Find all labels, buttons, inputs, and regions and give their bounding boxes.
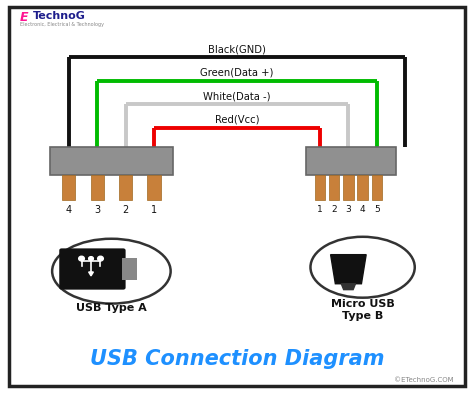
Text: 3: 3 bbox=[346, 205, 351, 214]
Bar bbox=[372, 175, 382, 200]
Text: Green(Data +): Green(Data +) bbox=[201, 68, 273, 78]
Text: 2: 2 bbox=[122, 205, 129, 215]
FancyBboxPatch shape bbox=[59, 248, 126, 290]
Text: 1: 1 bbox=[151, 205, 157, 215]
Bar bbox=[91, 175, 104, 200]
Bar bbox=[119, 175, 132, 200]
Text: TechnoG: TechnoG bbox=[33, 11, 86, 21]
Text: 4: 4 bbox=[66, 205, 72, 215]
Text: 3: 3 bbox=[94, 205, 100, 215]
Bar bbox=[343, 175, 354, 200]
Polygon shape bbox=[341, 284, 356, 290]
Bar bbox=[306, 147, 396, 175]
Text: 5: 5 bbox=[374, 205, 380, 214]
Ellipse shape bbox=[310, 237, 415, 298]
Bar bbox=[147, 175, 161, 200]
Bar bbox=[315, 175, 325, 200]
Text: E: E bbox=[20, 11, 28, 24]
Bar bbox=[62, 175, 75, 200]
Circle shape bbox=[79, 256, 84, 261]
Circle shape bbox=[89, 257, 93, 261]
Text: Micro USB
Type B: Micro USB Type B bbox=[331, 299, 394, 321]
Text: Electronic, Electrical & Technology: Electronic, Electrical & Technology bbox=[20, 22, 104, 27]
Text: USB Connection Diagram: USB Connection Diagram bbox=[90, 349, 384, 369]
Text: White(Data -): White(Data -) bbox=[203, 92, 271, 101]
Text: USB Type A: USB Type A bbox=[76, 303, 147, 312]
Text: 1: 1 bbox=[317, 205, 323, 214]
Text: Black(GND): Black(GND) bbox=[208, 44, 266, 54]
Bar bbox=[122, 258, 137, 280]
Bar bbox=[329, 175, 339, 200]
Text: 2: 2 bbox=[331, 205, 337, 214]
Bar bbox=[357, 175, 368, 200]
Text: ©ETechnoG.COM: ©ETechnoG.COM bbox=[394, 377, 454, 383]
Ellipse shape bbox=[52, 239, 171, 303]
Polygon shape bbox=[89, 272, 93, 276]
Bar bbox=[50, 147, 173, 175]
Text: 4: 4 bbox=[360, 205, 365, 214]
Polygon shape bbox=[331, 255, 366, 284]
Text: Red(Vcc): Red(Vcc) bbox=[215, 115, 259, 125]
Circle shape bbox=[98, 256, 103, 261]
